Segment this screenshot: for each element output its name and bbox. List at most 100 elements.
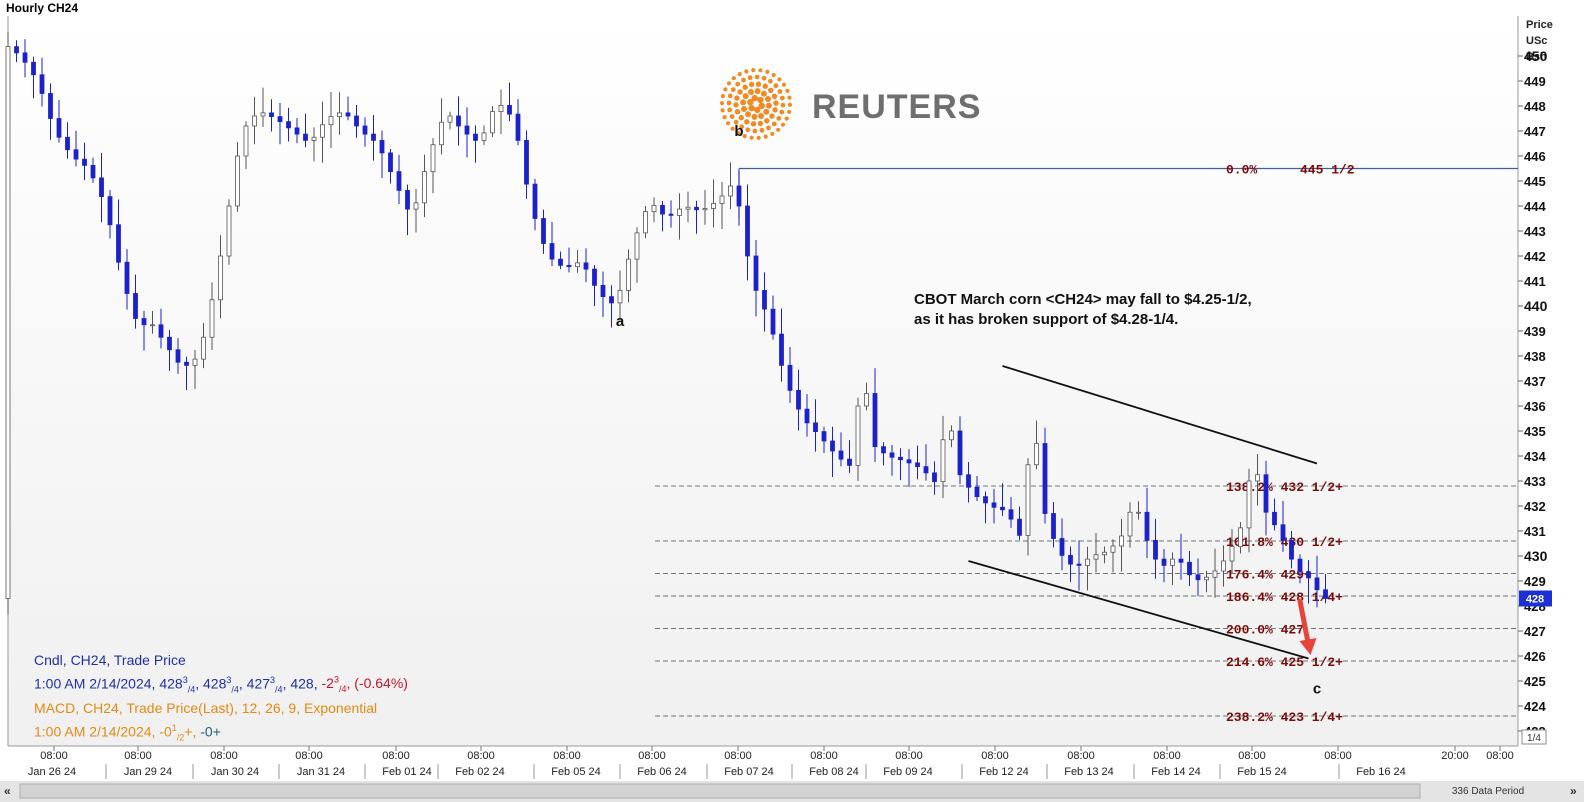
candle-body <box>541 218 546 244</box>
plot-area <box>8 16 1518 746</box>
candle-body <box>957 430 963 476</box>
candle-body <box>830 440 835 452</box>
logo-dot <box>773 100 779 106</box>
fib-percent-label: 200.0% <box>1226 623 1273 638</box>
logo-dot <box>742 84 748 90</box>
logo-dot <box>781 82 787 87</box>
x-date-label: Feb 13 24 <box>1064 766 1114 778</box>
legend-value-text: 3 <box>226 674 232 685</box>
logo-dot <box>744 119 750 125</box>
logo-dot <box>723 87 728 92</box>
y-tick-label: 432 <box>1524 499 1546 514</box>
x-time-label: 08:00 <box>724 750 752 762</box>
logo-dot <box>758 102 765 110</box>
logo-dot <box>725 121 731 126</box>
fib-price-label: 432 1/2+ <box>1281 480 1344 495</box>
logo-dot <box>748 104 755 112</box>
legend-value-text: , 428 <box>195 675 227 692</box>
logo-dot <box>736 130 741 136</box>
logo-dot <box>759 127 765 133</box>
candle-body <box>286 121 291 129</box>
candle-body <box>260 112 266 117</box>
legend-candle-title: Cndl, CH24, Trade Price <box>34 652 186 668</box>
candle-body <box>1034 443 1039 466</box>
candle-body <box>753 255 759 291</box>
scale-box[interactable]: 1/4 <box>1521 729 1547 745</box>
candle-body <box>813 422 818 433</box>
candle-body <box>1085 558 1090 566</box>
scroll-left-icon[interactable]: « <box>4 784 11 798</box>
candle-body <box>354 115 359 127</box>
candle-body <box>864 393 869 407</box>
candle-body <box>694 206 699 211</box>
y-tick-label: 433 <box>1524 474 1546 489</box>
candle-body <box>1323 589 1328 599</box>
logo-dot <box>744 69 749 74</box>
candle-body <box>1289 539 1294 560</box>
logo-dot <box>779 95 785 101</box>
candle-body <box>1153 539 1158 560</box>
fib-price-label: 429+ <box>1281 568 1312 583</box>
candle-body <box>124 261 130 294</box>
logo-dot <box>742 93 749 100</box>
logo-dot <box>762 83 768 89</box>
candle-body <box>719 195 725 204</box>
logo-dot <box>757 120 764 127</box>
candle-body <box>855 405 861 466</box>
candle-body <box>456 115 461 127</box>
candle-body <box>1008 509 1014 520</box>
candle-body <box>430 144 436 173</box>
chart-legend: Cndl, CH24, Trade Price 1:00 AM 2/14/202… <box>34 651 408 748</box>
logo-dot <box>749 135 754 140</box>
candle-body <box>1136 511 1141 514</box>
y-tick-label: 446 <box>1524 149 1546 164</box>
logo-dot <box>765 102 772 109</box>
candle-body <box>1000 506 1005 511</box>
x-time-label: 08:00 <box>1486 750 1514 762</box>
x-time-label: 08:00 <box>1067 750 1095 762</box>
candle-body <box>90 164 96 179</box>
y-tick-label: 431 <box>1524 524 1546 539</box>
logo-dot <box>756 135 761 140</box>
logo-dot <box>741 106 747 112</box>
candle-body <box>983 496 988 504</box>
fib-price-label: 430 1/2+ <box>1281 535 1344 550</box>
candle-body <box>498 104 504 113</box>
candle-body <box>371 133 376 141</box>
wave-label: a <box>616 313 625 330</box>
time-scrollbar[interactable]: « » 336 Data Period <box>0 781 1584 802</box>
candle-body <box>99 177 104 198</box>
candle-body <box>107 196 113 226</box>
logo-dot <box>754 88 761 95</box>
logo-dot <box>734 95 740 101</box>
fib-percent-label: 176.4% <box>1226 568 1273 583</box>
logo-dot <box>768 87 774 94</box>
trend-channel-line <box>1002 365 1318 465</box>
logo-dot <box>784 116 789 121</box>
candle-body <box>405 189 410 210</box>
y-tick-label: 425 <box>1524 674 1546 689</box>
x-time-label: 08:00 <box>467 750 495 762</box>
x-date-label: Feb 12 24 <box>979 766 1029 778</box>
price-unit-line: Price <box>1526 19 1553 31</box>
candle-body <box>396 171 402 191</box>
logo-dot <box>733 102 739 108</box>
y-tick-label: 435 <box>1524 424 1546 439</box>
logo-dot <box>785 88 790 93</box>
logo-dot <box>777 89 783 94</box>
annotation-line: CBOT March corn <CH24> may fall to $4.25… <box>914 291 1252 308</box>
y-tick-label: 450 <box>1524 48 1548 64</box>
candle-body <box>1238 527 1243 548</box>
candle-body <box>48 93 53 119</box>
candle-body <box>141 318 147 326</box>
candle-body <box>14 46 19 54</box>
x-date-label: Jan 26 24 <box>28 766 76 778</box>
candle-body <box>1068 554 1073 565</box>
candle-body <box>770 308 776 335</box>
scroll-right-icon[interactable]: » <box>1570 784 1577 798</box>
candle-body <box>668 213 674 216</box>
logo-dot <box>772 107 778 113</box>
legend-value-text: /4 <box>338 683 347 694</box>
fib-percent-label: 0.0% <box>1226 163 1257 178</box>
x-date-label: Feb 09 24 <box>883 766 933 778</box>
